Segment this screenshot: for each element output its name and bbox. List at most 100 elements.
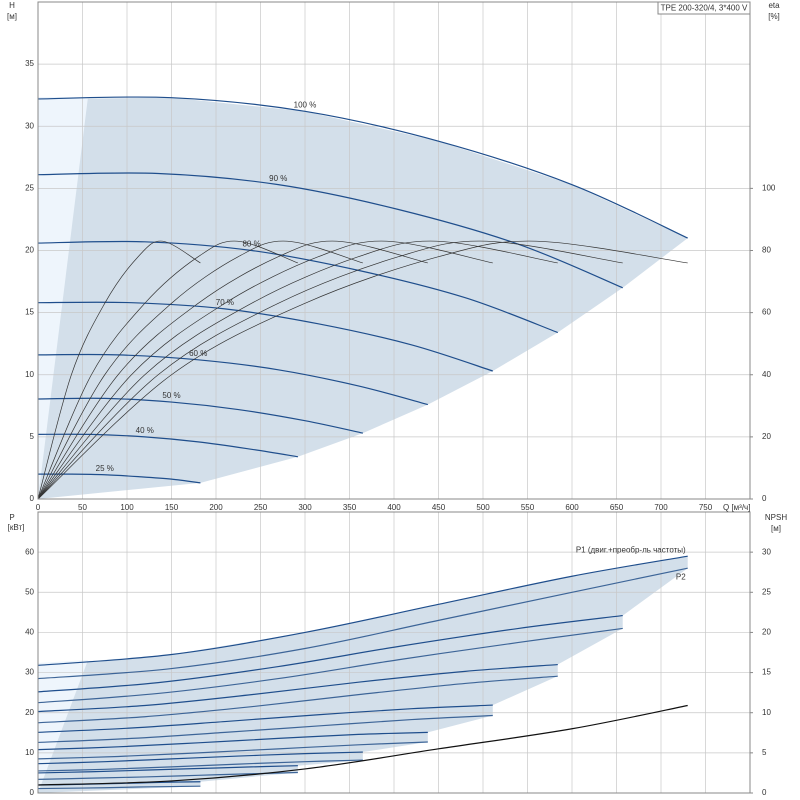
- curve: [37, 240, 688, 500]
- curve: [37, 240, 298, 500]
- y2-tick-label: 40: [762, 370, 771, 379]
- curve: [37, 240, 363, 500]
- y-tick-label: 0: [30, 494, 35, 503]
- y-tick-label: 20: [25, 708, 34, 717]
- curve: [37, 240, 428, 500]
- x-tick-label: 150: [165, 503, 179, 512]
- y-axis-unit: [м]: [7, 12, 17, 21]
- curve: [37, 731, 428, 751]
- y-tick-label: 60: [25, 547, 34, 556]
- curve: [37, 555, 688, 666]
- curve: [37, 614, 623, 693]
- curve: [37, 397, 363, 434]
- x-tick-label: 600: [565, 503, 579, 512]
- y2-axis-unit: [%]: [768, 12, 780, 21]
- x-tick-label: 50: [78, 503, 87, 512]
- curve-label: 80 %: [242, 240, 260, 249]
- curve-label: 70 %: [216, 298, 234, 307]
- y-tick-label: 30: [25, 668, 34, 677]
- x-axis-label: Q [м³/ч]: [723, 503, 750, 512]
- lines-layer: [37, 96, 688, 790]
- x-tick-label: 300: [298, 503, 312, 512]
- y-axis-label: P: [9, 513, 14, 522]
- y2-tick-label: 30: [762, 547, 771, 556]
- curve-label: 90 %: [269, 174, 287, 183]
- y2-axis-unit: [м]: [771, 524, 781, 533]
- plot-frame: [37, 511, 751, 794]
- x-tick-label: 550: [521, 503, 535, 512]
- curve: [37, 675, 558, 724]
- curve: [37, 567, 688, 680]
- y2-tick-label: 20: [762, 432, 771, 441]
- y2-tick-label: 5: [762, 748, 767, 757]
- y2-tick-label: 15: [762, 668, 771, 677]
- y2-tick-label: 20: [762, 628, 771, 637]
- x-tick-label: 200: [209, 503, 223, 512]
- y2-tick-label: 80: [762, 246, 771, 255]
- curve: [37, 741, 428, 760]
- operating-area: [38, 97, 688, 500]
- x-tick-label: 250: [254, 503, 268, 512]
- curve: [37, 704, 688, 786]
- y-tick-label: 5: [30, 432, 35, 441]
- y2-tick-label: 10: [762, 708, 771, 717]
- curve: [37, 765, 298, 774]
- y-axis-label: H: [9, 1, 15, 10]
- y-tick-label: 25: [25, 183, 34, 192]
- y-tick-label: 15: [25, 308, 34, 317]
- y2-axis-label: eta: [768, 1, 780, 10]
- curve-label: 40 %: [136, 426, 154, 435]
- y-axis-unit: [кВт]: [8, 523, 25, 532]
- y2-tick-label: 0: [762, 494, 767, 503]
- curve-label: 50 %: [162, 391, 180, 400]
- min-flow-zone: [38, 660, 88, 793]
- curve: [37, 240, 493, 500]
- x-tick-label: 450: [432, 503, 446, 512]
- y-tick-label: 10: [25, 748, 34, 757]
- x-tick-label: 500: [476, 503, 490, 512]
- y2-tick-label: 60: [762, 308, 771, 317]
- y2-axis-label: NPSH: [765, 513, 787, 522]
- x-tick-label: 650: [610, 503, 624, 512]
- x-tick-label: 0: [36, 503, 41, 512]
- x-tick-label: 700: [654, 503, 668, 512]
- y-tick-label: 20: [25, 246, 34, 255]
- curve: [37, 433, 298, 458]
- curve-label: 60 %: [189, 349, 207, 358]
- x-tick-label: 750: [699, 503, 713, 512]
- curve: [37, 301, 493, 372]
- y-tick-label: 10: [25, 370, 34, 379]
- curve-label: P2: [676, 572, 686, 581]
- curve: [37, 240, 623, 500]
- curve: [37, 714, 493, 744]
- curve-label: P1 (двиг.+преобр-ль частоты): [576, 545, 686, 554]
- curve: [37, 663, 558, 713]
- curve: [37, 704, 493, 733]
- curve: [37, 240, 201, 500]
- x-tick-label: 100: [120, 503, 134, 512]
- y-tick-label: 35: [25, 59, 34, 68]
- curve: [37, 172, 623, 289]
- y-tick-label: 30: [25, 121, 34, 130]
- y-tick-label: 0: [30, 788, 35, 797]
- y-tick-label: 50: [25, 587, 34, 596]
- y-tick-label: 40: [25, 628, 34, 637]
- y2-tick-label: 25: [762, 587, 771, 596]
- curve: [37, 759, 363, 772]
- y2-tick-label: 0: [762, 788, 767, 797]
- curve: [37, 771, 298, 780]
- curve: [37, 240, 558, 334]
- curve-label: 100 %: [294, 100, 317, 109]
- y2-tick-label: 100: [762, 183, 776, 192]
- curve: [37, 473, 201, 484]
- x-tick-label: 400: [387, 503, 401, 512]
- curve: [37, 96, 688, 239]
- title-box: [657, 1, 751, 15]
- curve: [37, 627, 623, 704]
- curve: [37, 240, 558, 500]
- curve: [37, 785, 201, 790]
- curve: [37, 751, 363, 765]
- curve: [37, 353, 428, 406]
- x-tick-label: 350: [343, 503, 357, 512]
